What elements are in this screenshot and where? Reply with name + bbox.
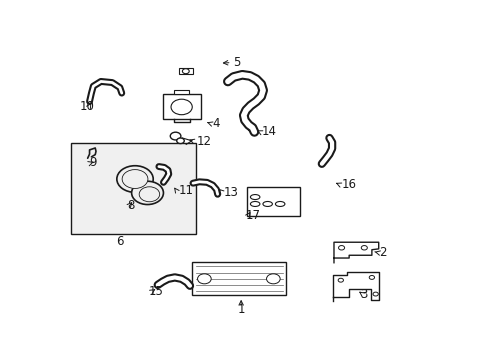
Circle shape — [171, 99, 192, 115]
Circle shape — [139, 187, 159, 202]
Text: 12: 12 — [196, 135, 211, 148]
Bar — [70, 143, 195, 234]
Text: 9: 9 — [89, 157, 96, 170]
Text: 6: 6 — [116, 235, 123, 248]
Text: 2: 2 — [379, 246, 386, 259]
Ellipse shape — [275, 202, 285, 207]
Bar — [191, 262, 285, 295]
Text: 4: 4 — [212, 117, 220, 130]
Circle shape — [361, 246, 366, 250]
Text: 14: 14 — [262, 125, 276, 138]
Circle shape — [117, 166, 153, 192]
Bar — [174, 90, 189, 94]
Circle shape — [170, 132, 181, 140]
Polygon shape — [333, 242, 378, 263]
Circle shape — [338, 246, 344, 250]
Text: 7: 7 — [144, 185, 152, 198]
Circle shape — [266, 274, 280, 284]
Circle shape — [176, 138, 184, 144]
Bar — [246, 187, 299, 216]
Bar — [163, 94, 201, 118]
Circle shape — [338, 278, 343, 282]
Ellipse shape — [250, 202, 259, 207]
Bar — [178, 68, 193, 74]
Polygon shape — [332, 272, 379, 301]
Circle shape — [182, 69, 189, 74]
Ellipse shape — [263, 202, 272, 207]
Text: 8: 8 — [127, 199, 135, 212]
Circle shape — [368, 275, 374, 279]
Text: 3: 3 — [360, 288, 367, 301]
Text: 1: 1 — [237, 303, 244, 316]
Circle shape — [131, 181, 163, 204]
Circle shape — [197, 274, 211, 284]
Circle shape — [372, 292, 378, 296]
Text: 5: 5 — [233, 56, 241, 69]
Ellipse shape — [250, 194, 259, 199]
Text: 13: 13 — [224, 186, 239, 199]
Circle shape — [122, 170, 147, 188]
Text: 11: 11 — [178, 184, 193, 197]
Text: 17: 17 — [245, 209, 261, 222]
Text: 16: 16 — [341, 178, 356, 191]
Text: 10: 10 — [79, 100, 94, 113]
Text: 15: 15 — [148, 285, 163, 298]
